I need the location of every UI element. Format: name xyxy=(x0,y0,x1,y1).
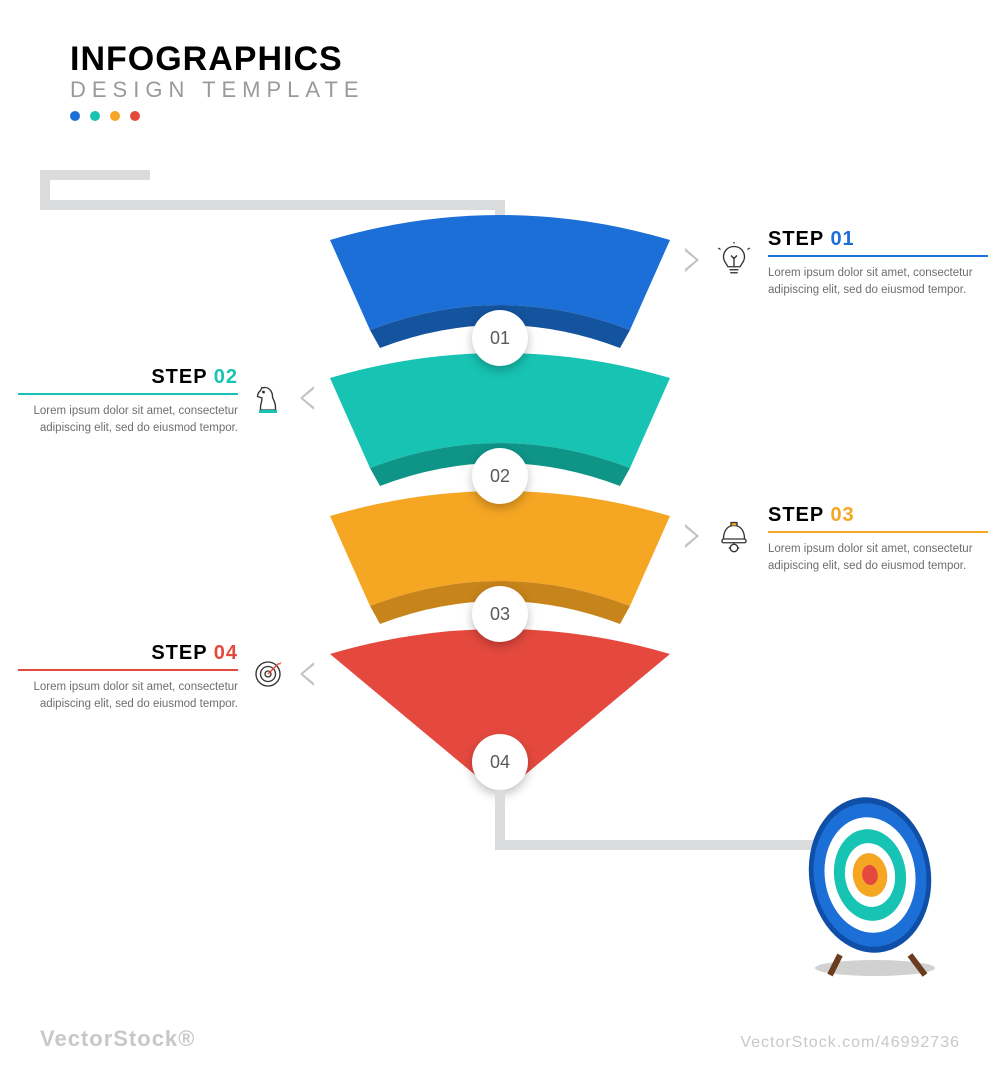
step-4-block: STEP 04 Lorem ipsum dolor sit amet, cons… xyxy=(18,642,238,714)
arrow-1 xyxy=(685,248,699,272)
dot-1 xyxy=(70,111,80,121)
badge-4-num: 04 xyxy=(490,752,510,773)
badge-1-num: 01 xyxy=(490,328,510,349)
arrow-3 xyxy=(685,524,699,548)
header: INFOGRAPHICS DESIGN TEMPLATE xyxy=(70,40,365,121)
badge-2-num: 02 xyxy=(490,466,510,487)
connector-top-v xyxy=(40,170,50,200)
title-sub: DESIGN TEMPLATE xyxy=(70,77,365,103)
watermark-id: VectorStock.com/46992736 xyxy=(0,1034,960,1052)
step-2-block: STEP 02 Lorem ipsum dolor sit amet, cons… xyxy=(18,366,238,438)
badge-3: 03 xyxy=(472,586,528,642)
header-dots xyxy=(70,111,365,121)
knight-icon xyxy=(246,376,290,420)
step-1-body: Lorem ipsum dolor sit amet, consectetur … xyxy=(768,265,988,300)
step-4-title: STEP 04 xyxy=(18,642,238,665)
badge-4: 04 xyxy=(472,734,528,790)
step-2-body: Lorem ipsum dolor sit amet, consectetur … xyxy=(18,403,238,438)
step-1-block: STEP 01 Lorem ipsum dolor sit amet, cons… xyxy=(768,228,988,300)
connector-top-h1 xyxy=(40,170,150,180)
arrow-4 xyxy=(300,662,314,686)
step-3-block: STEP 03 Lorem ipsum dolor sit amet, cons… xyxy=(768,504,988,576)
badge-1: 01 xyxy=(472,310,528,366)
dot-2 xyxy=(90,111,100,121)
target-icon xyxy=(246,652,290,696)
step-3-title: STEP 03 xyxy=(768,504,988,527)
connector-bot-v1 xyxy=(495,790,505,840)
step-2-title: STEP 02 xyxy=(18,366,238,389)
step-3-body: Lorem ipsum dolor sit amet, consectetur … xyxy=(768,541,988,576)
step-4-underline xyxy=(18,669,238,671)
step-3-underline xyxy=(768,531,988,533)
badge-3-num: 03 xyxy=(490,604,510,625)
title-main: INFOGRAPHICS xyxy=(70,40,365,79)
step-4-body: Lorem ipsum dolor sit amet, consectetur … xyxy=(18,679,238,714)
arrow-2 xyxy=(300,386,314,410)
dot-4 xyxy=(130,111,140,121)
step-1-underline xyxy=(768,255,988,257)
lightbulb-icon xyxy=(712,238,756,282)
dartboard xyxy=(780,780,960,980)
step-2-underline xyxy=(18,393,238,395)
helmet-icon xyxy=(712,514,756,558)
badge-2: 02 xyxy=(472,448,528,504)
connector-top-h2 xyxy=(40,200,505,210)
dot-3 xyxy=(110,111,120,121)
step-1-title: STEP 01 xyxy=(768,228,988,251)
